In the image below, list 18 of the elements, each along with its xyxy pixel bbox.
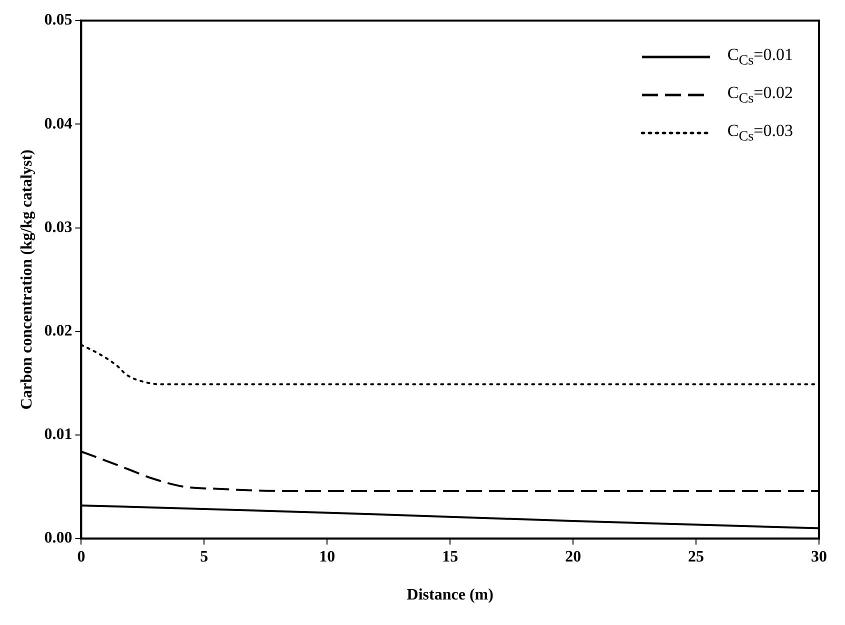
y-tick-label: 0.00	[44, 530, 72, 547]
legend-label: C$_{Cs}$=0.02	[727, 82, 793, 108]
x-tick-label: 20	[565, 548, 582, 566]
y-tick-label: 0.04	[44, 115, 72, 132]
x-tick-label: 5	[200, 548, 208, 566]
x-tick-label: 30	[811, 548, 827, 566]
x-tick-label: 0	[77, 548, 86, 566]
y-tick-label: 0.01	[44, 426, 72, 444]
y-tick-label: 0.05	[44, 12, 72, 29]
x-tick-label: 25	[688, 548, 704, 566]
x-axis-title: Distance (m)	[406, 586, 494, 604]
y-axis-title: Carbon concentration (kg/kg catalyst)	[18, 150, 36, 410]
y-tick-label: 0.03	[44, 218, 72, 236]
y-tick-label: 0.02	[44, 322, 72, 340]
legend-label: C$_{Cs}$=0.03	[727, 120, 793, 146]
x-tick-label: 10	[319, 548, 336, 566]
legend-label: C$_{Cs}$=0.01	[727, 44, 793, 70]
x-tick-label: 15	[442, 548, 458, 566]
